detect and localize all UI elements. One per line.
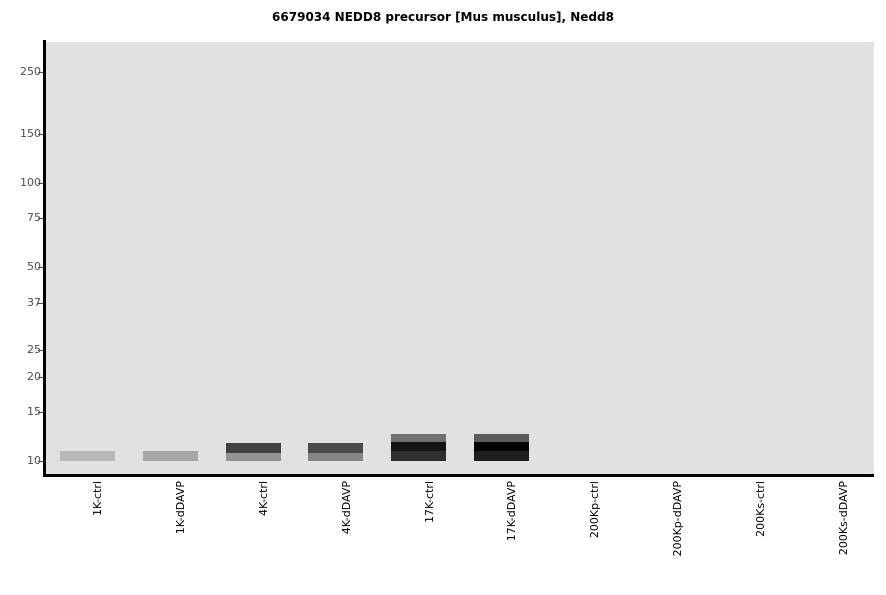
y-tick-mark [38, 183, 43, 184]
y-tick-mark [38, 350, 43, 351]
bar[interactable] [225, 42, 281, 474]
bar-segment [391, 441, 447, 452]
bar[interactable] [557, 42, 612, 474]
bar-segment [391, 451, 447, 462]
x-tick-label: 1K-ctrl [91, 481, 105, 516]
y-tick-label: 75 [27, 210, 41, 224]
x-tick-label: 4K-dDAVP [339, 481, 353, 535]
x-tick-label: 17K-ctrl [422, 481, 436, 523]
x-tick-label: 4K-ctrl [257, 481, 270, 516]
bar-segment [473, 451, 529, 462]
bar[interactable] [722, 42, 777, 474]
bar-segment [473, 434, 529, 442]
bar[interactable] [59, 42, 115, 474]
y-tick-mark [38, 377, 43, 378]
bar[interactable] [308, 42, 364, 474]
y-tick-label: 250 [20, 64, 41, 78]
bar-segment [225, 443, 281, 453]
y-tick-mark [38, 134, 43, 135]
bar-segment [391, 434, 447, 442]
bar-segment [473, 441, 529, 452]
x-tick-label: 200Kp-ctrl [588, 481, 602, 539]
y-tick-label: 20 [27, 370, 41, 384]
x-tick-label: 17K-dDAVP [505, 481, 519, 542]
bar[interactable] [391, 42, 447, 474]
y-tick-label: 100 [20, 175, 41, 189]
bar[interactable] [805, 42, 860, 474]
y-tick-label: 10 [27, 454, 41, 468]
y-tick-mark [38, 267, 43, 268]
bar[interactable] [142, 42, 198, 474]
y-tick-mark [38, 218, 43, 219]
y-tick-label: 50 [27, 259, 41, 273]
y-tick-mark [38, 461, 43, 462]
bar-segment [142, 450, 198, 462]
x-tick-label: 1K-dDAVP [174, 481, 188, 535]
plot-area [46, 42, 874, 474]
bar-segment [308, 452, 364, 462]
y-tick-mark [38, 72, 43, 73]
y-tick-label: 37 [27, 295, 41, 309]
y-tick-mark [38, 303, 43, 304]
bar[interactable] [473, 42, 529, 474]
y-tick-label: 25 [27, 343, 41, 357]
x-axis-line [43, 474, 874, 477]
bar-segment [225, 452, 281, 462]
bar-segment [308, 443, 364, 453]
y-tick-mark [38, 412, 43, 413]
y-tick-label: 150 [20, 126, 41, 140]
bar-segment [59, 450, 115, 462]
x-tick-label: 200Ks-ctrl [753, 481, 767, 537]
y-axis-line [43, 40, 46, 476]
x-tick-label: 200Ks-dDAVP [836, 481, 850, 556]
chart-title: 6679034 NEDD8 precursor [Mus musculus], … [272, 10, 614, 24]
y-tick-label: 15 [27, 405, 41, 419]
bar[interactable] [640, 42, 695, 474]
x-tick-label: 200Kp-dDAVP [671, 481, 684, 557]
